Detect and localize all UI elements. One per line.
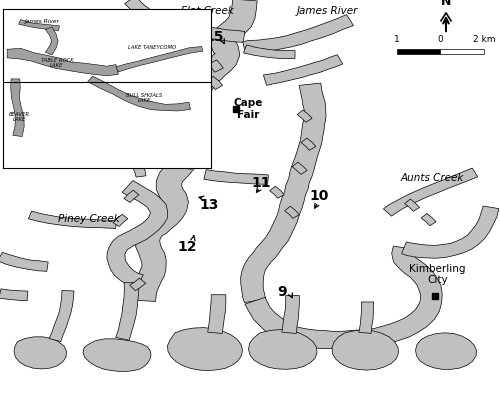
Polygon shape <box>208 60 224 72</box>
Polygon shape <box>0 252 48 271</box>
Polygon shape <box>284 206 299 219</box>
Text: 10: 10 <box>310 190 328 203</box>
Text: 2 km: 2 km <box>473 35 495 44</box>
Polygon shape <box>49 290 74 342</box>
Text: Aunts Creek: Aunts Creek <box>401 174 464 183</box>
Polygon shape <box>169 96 184 108</box>
Bar <box>396 49 440 54</box>
Text: 14: 14 <box>120 146 139 160</box>
Text: 0: 0 <box>438 35 443 44</box>
Text: LAKE TANEYCOMO: LAKE TANEYCOMO <box>128 45 176 50</box>
Polygon shape <box>46 27 58 55</box>
Text: Flat Creek: Flat Creek <box>181 6 234 16</box>
Text: N: N <box>441 0 451 8</box>
Polygon shape <box>116 283 139 340</box>
Polygon shape <box>18 20 59 30</box>
Text: 15: 15 <box>204 30 224 44</box>
Polygon shape <box>332 330 398 370</box>
Text: BEAVER
LAKE: BEAVER LAKE <box>9 111 30 122</box>
Polygon shape <box>245 246 442 349</box>
Polygon shape <box>28 211 117 229</box>
Polygon shape <box>132 0 257 302</box>
Polygon shape <box>130 278 146 291</box>
Polygon shape <box>402 206 499 258</box>
Polygon shape <box>164 92 200 135</box>
Polygon shape <box>248 330 317 369</box>
Polygon shape <box>421 213 436 226</box>
Polygon shape <box>243 14 354 53</box>
Polygon shape <box>240 83 326 303</box>
Text: 1: 1 <box>394 35 400 44</box>
Text: Kimberling
City: Kimberling City <box>409 264 466 286</box>
Polygon shape <box>88 76 190 111</box>
Polygon shape <box>0 289 28 301</box>
Polygon shape <box>113 214 128 227</box>
Polygon shape <box>384 168 478 216</box>
Text: 12: 12 <box>178 240 197 253</box>
Text: James River: James River <box>297 6 358 16</box>
Polygon shape <box>128 152 146 177</box>
Text: 9: 9 <box>278 285 287 298</box>
Polygon shape <box>264 55 342 85</box>
Polygon shape <box>297 110 312 122</box>
Polygon shape <box>109 140 194 169</box>
Text: 11: 11 <box>252 176 271 190</box>
Text: Cape
Fair: Cape Fair <box>234 98 263 120</box>
Polygon shape <box>359 302 374 333</box>
Bar <box>440 49 484 54</box>
Polygon shape <box>116 47 202 72</box>
Polygon shape <box>292 162 307 174</box>
Polygon shape <box>14 337 66 369</box>
Polygon shape <box>124 0 245 43</box>
Polygon shape <box>143 121 158 133</box>
Polygon shape <box>124 190 139 203</box>
Text: 13: 13 <box>200 198 218 211</box>
Polygon shape <box>404 199 419 211</box>
Polygon shape <box>208 295 226 334</box>
Polygon shape <box>107 180 168 288</box>
Polygon shape <box>301 138 316 150</box>
Text: James River: James River <box>25 19 60 24</box>
Polygon shape <box>282 296 300 334</box>
Polygon shape <box>416 333 476 369</box>
Polygon shape <box>207 77 222 89</box>
Polygon shape <box>204 170 268 184</box>
Polygon shape <box>244 45 295 59</box>
Text: Piney Creek: Piney Creek <box>58 214 120 223</box>
Polygon shape <box>270 186 284 198</box>
Text: TABLE ROCK
LAKE: TABLE ROCK LAKE <box>40 58 74 69</box>
Polygon shape <box>7 49 118 76</box>
Polygon shape <box>168 328 242 371</box>
Text: BULL SHOALS
LAKE: BULL SHOALS LAKE <box>126 93 162 103</box>
Polygon shape <box>83 339 151 371</box>
Polygon shape <box>10 79 24 136</box>
